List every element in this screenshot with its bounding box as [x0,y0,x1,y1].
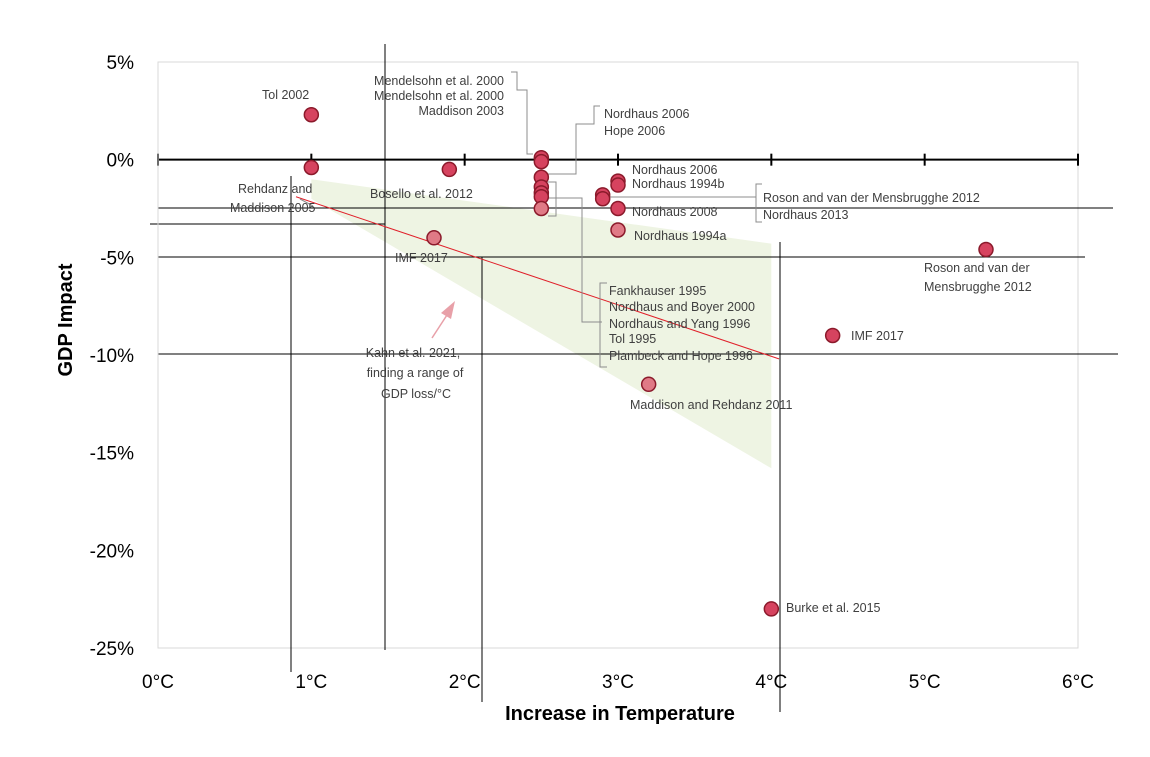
kahn-arrow-head [441,301,455,319]
label-kahn-1: Kahn et al. 2021, [366,346,461,360]
label-plambeck: Plambeck and Hope 1996 [609,349,753,363]
loss-range-band [311,179,772,469]
y-tick-label-4: -15% [90,444,134,465]
x-tick-label-0: 0°C [142,672,174,693]
label-imf2017-left: IMF 2017 [395,251,448,265]
x-tick-labels: 0°C 1°C 2°C 3°C 4°C 5°C 6°C [142,672,1094,693]
label-roson-2b: Mensbrugghe 2012 [924,280,1032,294]
x-tick-label-6: 6°C [1062,672,1094,693]
trend-line [295,196,780,360]
data-point-17 [640,376,657,393]
label-burke: Burke et al. 2015 [786,601,881,615]
y-tick-label-3: -10% [90,346,134,367]
label-kahn-3: GDP loss/°C [381,387,451,401]
x-tick-label-1: 1°C [295,672,327,693]
label-mendelsohn-1: Mendelsohn et al. 2000 [374,74,504,88]
label-rehdanz-2: Maddison 2005 [230,201,316,215]
bracket-fankhauser-side [599,282,607,368]
bracket-nordhaus2006 [548,105,600,175]
label-bosello: Bosello et al. 2012 [370,187,473,201]
data-point-12 [594,190,611,207]
label-hope2006: Hope 2006 [604,124,665,138]
data-point-0 [303,106,320,123]
label-tol2002: Tol 2002 [262,88,309,102]
leader-lines [299,71,762,368]
kahn-arrow [431,301,455,339]
kahn-arrow-shaft [431,314,448,339]
bracket-small-left [548,181,557,217]
label-nordhaus1994b: Nordhaus 1994b [632,177,724,191]
y-tick-label-1: 0% [107,151,135,172]
y-tick-label-0: 5% [107,53,135,74]
y-axis-title: GDP Impact [55,263,77,376]
data-point-16 [610,222,626,238]
bracket-roson [755,183,762,223]
y-tick-label-6: -25% [90,639,134,660]
label-roson-1: Roson and van der Mensbrugghe 2012 [763,191,980,205]
label-tol1995: Tol 1995 [609,332,656,346]
label-nordhaus1994a: Nordhaus 1994a [634,229,726,243]
data-point-20 [978,241,994,258]
bracket-mendelsohn [511,71,533,155]
bracket-fankhauser [548,197,602,323]
data-points [303,106,994,617]
label-fankhauser: Fankhauser 1995 [609,284,706,298]
x-tick-label-2: 2°C [449,672,481,693]
label-nordhaus2006: Nordhaus 2006 [632,163,718,177]
label-kahn-2: finding a range of [367,366,464,380]
label-imf2017-right: IMF 2017 [851,329,904,343]
label-maddison-rehdanz: Maddison and Rehdanz 2011 [630,398,792,412]
data-point-10 [533,200,550,217]
annotations: Tol 2002 Rehdanz and Maddison 2005 Bosel… [230,74,1032,615]
x-tick-label-3: 3°C [602,672,634,693]
y-tick-label-2: -5% [100,248,134,269]
data-point-14 [610,177,626,193]
data-point-2 [441,161,458,178]
data-point-5 [533,153,550,170]
label-nordhaus2008: Nordhaus 2008 [632,205,718,219]
x-axis-title: Increase in Temperature [505,703,735,725]
label-nordhaus2013: Nordhaus 2013 [763,208,849,222]
label-roson-2a: Roson and van der [924,261,1030,275]
y-tick-labels: 5% 0% -5% -10% -15% -20% -25% [90,53,134,660]
x-tick-label-5: 5°C [909,672,941,693]
data-point-19 [824,327,841,344]
data-point-18 [763,601,780,617]
data-point-15 [610,200,626,217]
label-nordhaus2006-top: Nordhaus 2006 [604,107,690,121]
label-rehdanz-1: Rehdanz and [238,182,312,196]
label-mendelsohn-2: Mendelsohn et al. 2000 [374,89,504,103]
y-tick-label-5: -20% [90,541,134,562]
label-nordhaus-boyer: Nordhaus and Boyer 2000 [609,300,755,314]
x-tick-label-4: 4°C [755,672,787,693]
data-point-1 [303,159,320,176]
reference-lines [150,44,1118,712]
leader-rehdanz [299,198,314,207]
label-nordhaus-yang: Nordhaus and Yang 1996 [609,317,750,331]
label-maddison2003: Maddison 2003 [419,104,505,118]
data-point-3 [426,230,442,246]
